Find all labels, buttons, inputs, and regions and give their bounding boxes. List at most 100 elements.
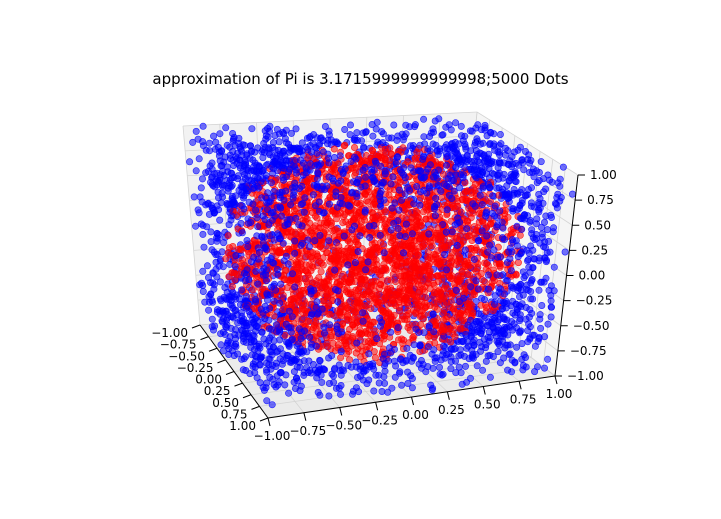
point-inside <box>427 302 433 308</box>
point-outside <box>505 195 511 201</box>
point-inside <box>355 293 361 299</box>
point-outside <box>449 229 455 235</box>
point-inside <box>407 327 413 333</box>
point-outside <box>349 391 355 397</box>
point-inside <box>351 144 357 150</box>
point-outside <box>210 327 216 333</box>
point-outside <box>293 215 299 221</box>
point-outside <box>317 232 323 238</box>
point-outside <box>240 338 246 344</box>
point-outside <box>274 348 280 354</box>
point-outside <box>386 135 392 141</box>
point-outside <box>228 313 234 319</box>
point-inside <box>357 334 363 340</box>
point-outside <box>514 190 520 196</box>
point-outside <box>380 139 386 145</box>
point-inside <box>352 170 358 176</box>
point-outside <box>316 208 322 214</box>
point-outside <box>487 334 493 340</box>
point-outside <box>388 181 394 187</box>
point-outside <box>403 131 409 137</box>
point-inside <box>368 305 374 311</box>
point-outside <box>495 171 501 177</box>
point-outside <box>251 167 257 173</box>
point-outside <box>347 122 353 128</box>
point-outside <box>244 322 250 328</box>
point-inside <box>392 267 398 273</box>
point-outside <box>245 243 251 249</box>
point-outside <box>254 375 260 381</box>
point-outside <box>277 153 283 159</box>
point-outside <box>314 162 320 168</box>
point-outside <box>388 329 394 335</box>
point-outside <box>403 221 409 227</box>
point-outside <box>255 281 261 287</box>
point-inside <box>250 287 256 293</box>
point-outside <box>252 160 258 166</box>
point-outside <box>491 301 497 307</box>
point-outside <box>495 164 501 170</box>
point-outside <box>370 133 376 139</box>
point-outside <box>409 375 415 381</box>
point-outside <box>288 325 294 331</box>
point-outside <box>278 213 284 219</box>
point-outside <box>314 375 320 381</box>
point-outside <box>218 342 224 348</box>
point-outside <box>219 194 225 200</box>
point-inside <box>360 292 366 298</box>
point-outside <box>416 329 422 335</box>
point-outside <box>353 364 359 370</box>
point-inside <box>457 226 463 232</box>
point-inside <box>351 324 357 330</box>
point-outside <box>432 118 438 124</box>
point-outside <box>402 233 408 239</box>
point-inside <box>462 189 468 195</box>
point-outside <box>474 151 480 157</box>
point-outside <box>434 147 440 153</box>
point-outside <box>459 381 465 387</box>
point-outside <box>475 286 481 292</box>
point-outside <box>340 368 346 374</box>
point-outside <box>469 128 475 134</box>
point-outside <box>410 355 416 361</box>
point-outside <box>195 207 201 213</box>
point-outside <box>406 187 412 193</box>
point-inside <box>372 240 378 246</box>
point-inside <box>337 355 343 361</box>
point-outside <box>448 346 454 352</box>
point-inside <box>355 273 361 279</box>
point-inside <box>334 274 340 280</box>
point-outside <box>326 201 332 207</box>
point-outside <box>238 220 244 226</box>
point-outside <box>243 298 249 304</box>
point-inside <box>387 162 393 168</box>
point-inside <box>414 252 420 258</box>
point-outside <box>223 125 229 131</box>
point-inside <box>473 227 479 233</box>
point-outside <box>199 176 205 182</box>
point-outside <box>484 233 490 239</box>
point-outside <box>425 344 431 350</box>
point-inside <box>271 313 277 319</box>
point-inside <box>295 299 301 305</box>
point-inside <box>467 301 473 307</box>
point-outside <box>508 369 514 375</box>
point-inside <box>362 303 368 309</box>
point-outside <box>445 153 451 159</box>
point-outside <box>298 201 304 207</box>
point-outside <box>475 122 481 128</box>
point-outside <box>269 362 275 368</box>
point-inside <box>309 263 315 269</box>
point-outside <box>485 286 491 292</box>
point-outside <box>238 184 244 190</box>
point-outside <box>451 188 457 194</box>
point-outside <box>263 246 269 252</box>
point-outside <box>462 363 468 369</box>
point-outside <box>269 170 275 176</box>
point-outside <box>316 357 322 363</box>
point-outside <box>193 168 199 174</box>
point-outside <box>259 329 265 335</box>
point-outside <box>295 341 301 347</box>
point-outside <box>485 272 491 278</box>
